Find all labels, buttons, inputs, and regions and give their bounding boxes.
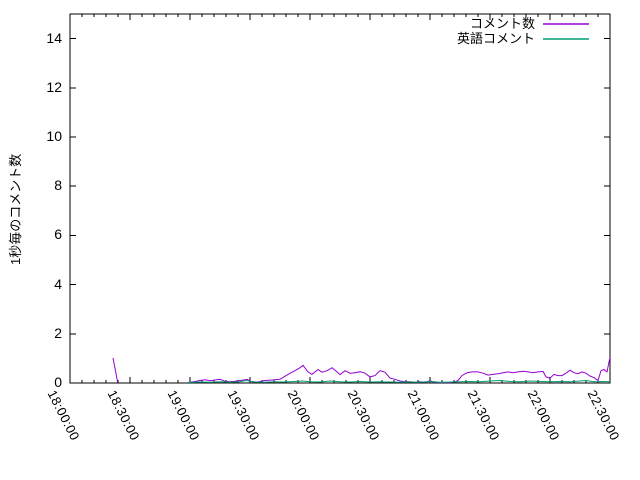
y-axis-title: 1秒毎のコメント数 [8, 153, 23, 265]
series-line-0 [112, 357, 119, 383]
y-tick-label: 4 [54, 275, 62, 292]
plot-border [69, 13, 611, 384]
y-tick-label: 12 [46, 78, 62, 95]
y-tick-label: 14 [46, 29, 62, 46]
series-line-1 [187, 379, 611, 383]
y-tick-label: 6 [54, 226, 62, 243]
y-tick-label: 0 [54, 374, 62, 390]
legend-label-comments: コメント数 [469, 16, 535, 31]
y-tick-label: 10 [46, 128, 62, 144]
series-line-0 [187, 357, 611, 383]
y-tick-label: 8 [54, 177, 62, 194]
y-tick-label: 2 [54, 324, 62, 341]
legend-label-english-comments: 英語コメント [456, 31, 535, 46]
